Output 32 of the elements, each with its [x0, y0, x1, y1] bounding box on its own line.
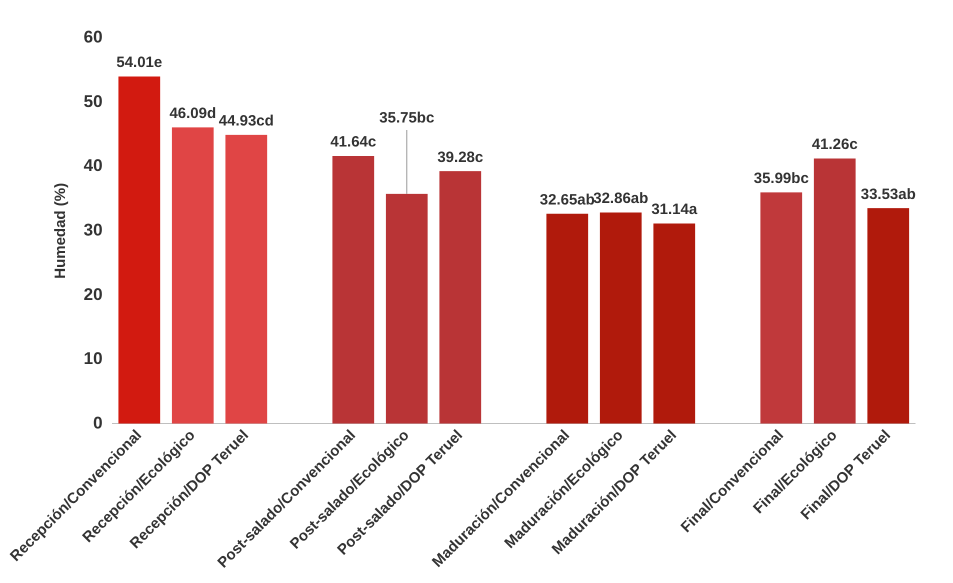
bar — [546, 214, 588, 424]
bar — [814, 158, 856, 424]
bar — [439, 171, 482, 424]
bar — [867, 208, 910, 424]
y-tick-label: 40 — [84, 156, 103, 176]
bar — [172, 127, 214, 424]
y-tick-label: 10 — [84, 349, 103, 368]
data-label: 39.28c — [437, 148, 484, 166]
bar — [760, 192, 802, 424]
y-axis-title: Humedad (%) — [52, 182, 69, 279]
data-label: 35.75bc — [379, 110, 434, 127]
bar — [386, 194, 428, 424]
bar — [653, 224, 696, 424]
data-label: 46.09d — [169, 105, 216, 122]
bar — [332, 156, 374, 424]
data-label: 41.64c — [330, 134, 376, 151]
bar — [225, 134, 268, 424]
data-label: 44.93cd — [218, 112, 274, 130]
bar — [118, 76, 160, 424]
y-tick-label: 30 — [84, 220, 103, 240]
data-label: 35.99bc — [754, 170, 809, 187]
data-label: 31.14a — [651, 201, 698, 218]
data-label: 33.53ab — [860, 186, 916, 203]
y-tick-label: 50 — [84, 92, 103, 111]
data-label: 32.65ab — [540, 191, 595, 208]
y-tick-label: 20 — [84, 284, 103, 304]
y-tick-label: 60 — [84, 28, 103, 47]
data-label: 54.01e — [116, 54, 162, 72]
data-label: 41.26c — [812, 136, 858, 154]
bar — [600, 212, 642, 424]
data-label: 32.86ab — [593, 190, 648, 208]
y-tick-label: 0 — [93, 413, 103, 432]
